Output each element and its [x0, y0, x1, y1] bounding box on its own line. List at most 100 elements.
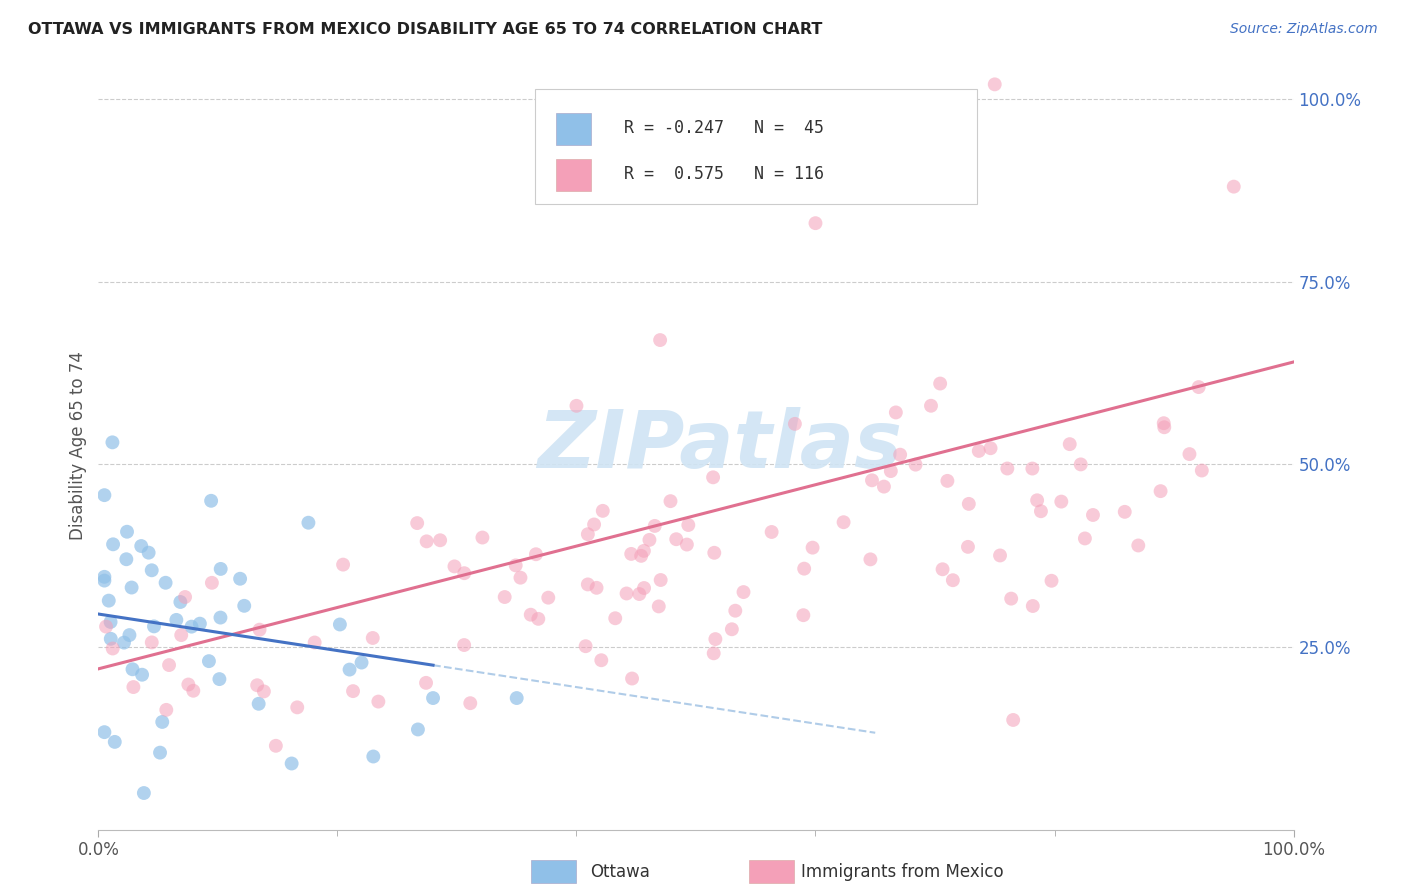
Point: [131, 667, 153, 681]
Point: [583, 517, 606, 532]
Point: [177, 677, 200, 691]
Point: [253, 684, 276, 698]
Point: [889, 448, 911, 462]
Point: [93, 488, 115, 502]
Point: [181, 683, 204, 698]
Point: [605, 611, 627, 625]
Point: [304, 635, 326, 649]
Point: [880, 464, 903, 478]
Point: [150, 714, 173, 729]
Point: [995, 461, 1018, 475]
Point: [367, 695, 389, 709]
Point: [121, 662, 143, 676]
Point: [519, 607, 541, 622]
Point: [100, 615, 122, 629]
Point: [576, 577, 599, 591]
Point: [984, 78, 1007, 92]
Point: [942, 573, 965, 587]
Point: [170, 628, 193, 642]
Text: R =  0.575   N = 116: R = 0.575 N = 116: [624, 165, 824, 183]
Point: [209, 562, 232, 576]
Point: [967, 444, 990, 458]
Point: [209, 610, 232, 624]
Point: [1059, 437, 1081, 451]
Point: [678, 518, 700, 533]
Point: [406, 516, 429, 530]
Text: ZIPatlas: ZIPatlas: [537, 407, 903, 485]
Point: [733, 585, 755, 599]
Point: [169, 595, 191, 609]
FancyBboxPatch shape: [557, 112, 591, 145]
Point: [620, 547, 643, 561]
Point: [537, 591, 560, 605]
Point: [233, 599, 256, 613]
Point: [180, 620, 202, 634]
Point: [576, 527, 599, 541]
Point: [630, 549, 652, 563]
Point: [704, 632, 727, 646]
FancyBboxPatch shape: [534, 89, 977, 204]
Point: [143, 619, 166, 633]
Point: [659, 494, 682, 508]
Point: [724, 604, 747, 618]
Point: [141, 563, 163, 577]
Point: [342, 684, 364, 698]
Point: [100, 632, 122, 646]
Point: [112, 635, 135, 649]
Point: [118, 628, 141, 642]
Point: [471, 531, 494, 545]
Point: [443, 559, 465, 574]
Point: [703, 546, 725, 560]
Point: [1026, 493, 1049, 508]
Point: [132, 786, 155, 800]
Point: [1040, 574, 1063, 588]
Point: [415, 676, 437, 690]
Point: [702, 470, 724, 484]
Point: [1070, 458, 1092, 472]
Point: [1178, 447, 1201, 461]
Point: [332, 558, 354, 572]
Point: [988, 549, 1011, 563]
Point: [931, 562, 953, 576]
Point: [93, 570, 115, 584]
Point: [1153, 416, 1175, 430]
Point: [104, 735, 127, 749]
Point: [229, 572, 252, 586]
Point: [920, 399, 942, 413]
Point: [1153, 420, 1175, 434]
Point: [201, 575, 224, 590]
Point: [801, 541, 824, 555]
Point: [200, 493, 222, 508]
Point: [650, 573, 672, 587]
Point: [929, 376, 952, 391]
Point: [1114, 505, 1136, 519]
Point: [361, 631, 384, 645]
Point: [155, 703, 177, 717]
Point: [138, 546, 160, 560]
Point: [1000, 591, 1022, 606]
Point: [1050, 494, 1073, 508]
Point: [406, 723, 429, 737]
Text: Source: ZipAtlas.com: Source: ZipAtlas.com: [1230, 22, 1378, 37]
Point: [804, 216, 827, 230]
Point: [638, 533, 661, 547]
Point: [565, 399, 588, 413]
Point: [246, 678, 269, 692]
Point: [329, 617, 352, 632]
Point: [149, 746, 172, 760]
Point: [453, 638, 475, 652]
Point: [904, 458, 927, 472]
Point: [93, 725, 115, 739]
Point: [285, 700, 308, 714]
Point: [592, 504, 614, 518]
Point: [453, 566, 475, 581]
Point: [101, 435, 124, 450]
Point: [957, 497, 980, 511]
Point: [527, 612, 550, 626]
Point: [956, 540, 979, 554]
Point: [115, 552, 138, 566]
Point: [249, 623, 271, 637]
Point: [141, 635, 163, 649]
Point: [422, 691, 444, 706]
Point: [860, 473, 883, 487]
